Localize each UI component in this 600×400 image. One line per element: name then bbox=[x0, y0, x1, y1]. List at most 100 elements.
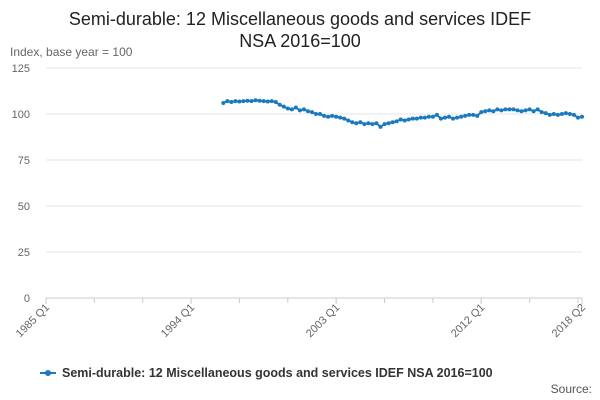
data-point[interactable] bbox=[253, 98, 258, 103]
data-point[interactable] bbox=[539, 110, 544, 115]
data-point[interactable] bbox=[527, 107, 532, 112]
data-point[interactable] bbox=[422, 115, 427, 120]
data-point[interactable] bbox=[547, 112, 552, 117]
data-point[interactable] bbox=[580, 114, 584, 119]
legend-label: Semi-durable: 12 Miscellaneous goods and… bbox=[62, 366, 493, 380]
y-axis-caption: Index, base year = 100 bbox=[10, 45, 133, 59]
data-point[interactable] bbox=[471, 112, 476, 117]
x-tick-label: 2012 Q1 bbox=[449, 302, 487, 340]
data-point[interactable] bbox=[571, 112, 576, 117]
data-point[interactable] bbox=[447, 114, 452, 119]
data-point[interactable] bbox=[434, 112, 439, 117]
data-point[interactable] bbox=[507, 107, 512, 112]
data-point[interactable] bbox=[370, 122, 375, 127]
data-point[interactable] bbox=[334, 114, 339, 119]
data-point[interactable] bbox=[233, 99, 238, 104]
data-point[interactable] bbox=[531, 109, 536, 114]
data-point[interactable] bbox=[459, 114, 464, 119]
data-point[interactable] bbox=[523, 108, 528, 113]
data-point[interactable] bbox=[386, 121, 391, 126]
data-point[interactable] bbox=[394, 119, 399, 124]
data-point[interactable] bbox=[483, 109, 488, 114]
data-point[interactable] bbox=[281, 104, 286, 109]
data-point[interactable] bbox=[257, 98, 262, 103]
data-point[interactable] bbox=[535, 107, 540, 112]
data-point[interactable] bbox=[559, 112, 564, 116]
data-point[interactable] bbox=[237, 99, 242, 104]
data-point[interactable] bbox=[297, 108, 302, 113]
data-point[interactable] bbox=[301, 107, 306, 112]
data-point[interactable] bbox=[318, 112, 323, 116]
data-point[interactable] bbox=[491, 109, 496, 114]
data-point[interactable] bbox=[418, 115, 423, 120]
data-point[interactable] bbox=[503, 107, 508, 112]
data-point[interactable] bbox=[229, 100, 234, 105]
data-point[interactable] bbox=[426, 114, 431, 119]
data-point[interactable] bbox=[289, 107, 294, 112]
data-point[interactable] bbox=[378, 124, 383, 129]
data-point[interactable] bbox=[322, 113, 327, 118]
data-point[interactable] bbox=[273, 100, 278, 105]
y-tick-label: 0 bbox=[24, 293, 30, 305]
chart-title: Semi-durable: 12 Miscellaneous goods and… bbox=[0, 8, 600, 52]
y-tick-label: 125 bbox=[12, 63, 30, 75]
data-point[interactable] bbox=[406, 117, 411, 122]
data-point[interactable] bbox=[451, 116, 456, 121]
data-point[interactable] bbox=[479, 110, 484, 115]
data-point[interactable] bbox=[241, 99, 246, 104]
data-point[interactable] bbox=[495, 107, 500, 112]
data-point[interactable] bbox=[330, 113, 335, 118]
data-point[interactable] bbox=[269, 99, 274, 104]
data-point[interactable] bbox=[543, 111, 548, 116]
data-point[interactable] bbox=[390, 120, 395, 125]
data-point[interactable] bbox=[410, 116, 415, 121]
data-point[interactable] bbox=[382, 122, 387, 127]
data-point[interactable] bbox=[261, 99, 266, 104]
data-point[interactable] bbox=[455, 115, 460, 120]
data-point[interactable] bbox=[414, 116, 419, 121]
data-point[interactable] bbox=[354, 121, 359, 126]
data-point[interactable] bbox=[467, 112, 472, 117]
x-axis: 1985 Q1 1994 Q1 2003 Q1 2012 Q1 2018 Q2 bbox=[14, 298, 588, 340]
data-point[interactable] bbox=[314, 112, 319, 116]
data-point[interactable] bbox=[245, 98, 250, 103]
data-point[interactable] bbox=[567, 112, 572, 116]
legend[interactable]: Semi-durable: 12 Miscellaneous goods and… bbox=[40, 366, 493, 380]
chart-title-line-1: Semi-durable: 12 Miscellaneous goods and… bbox=[68, 9, 532, 29]
data-point[interactable] bbox=[249, 99, 254, 104]
data-point[interactable] bbox=[285, 106, 290, 111]
data-point[interactable] bbox=[293, 105, 298, 110]
y-tick-label: 75 bbox=[18, 155, 30, 167]
data-point[interactable] bbox=[515, 108, 520, 113]
data-point[interactable] bbox=[430, 114, 435, 119]
data-point[interactable] bbox=[398, 117, 403, 122]
data-point[interactable] bbox=[342, 116, 347, 121]
data-point[interactable] bbox=[265, 99, 270, 104]
data-point[interactable] bbox=[402, 118, 407, 123]
data-point[interactable] bbox=[277, 102, 282, 107]
data-point[interactable] bbox=[366, 121, 371, 126]
data-point[interactable] bbox=[225, 99, 230, 104]
data-point[interactable] bbox=[499, 108, 504, 113]
data-point[interactable] bbox=[463, 113, 468, 118]
data-point[interactable] bbox=[551, 112, 556, 116]
data-point[interactable] bbox=[338, 115, 343, 120]
data-point[interactable] bbox=[305, 109, 310, 114]
data-point[interactable] bbox=[221, 100, 226, 105]
data-point[interactable] bbox=[563, 111, 568, 116]
data-point[interactable] bbox=[350, 120, 355, 125]
data-point[interactable] bbox=[475, 113, 480, 118]
data-point[interactable] bbox=[374, 121, 379, 126]
data-point[interactable] bbox=[309, 110, 314, 115]
data-point[interactable] bbox=[487, 108, 492, 113]
data-point[interactable] bbox=[519, 109, 524, 114]
data-point[interactable] bbox=[346, 118, 351, 123]
data-point[interactable] bbox=[575, 115, 580, 120]
data-point[interactable] bbox=[442, 115, 447, 120]
data-point[interactable] bbox=[358, 120, 363, 125]
data-point[interactable] bbox=[326, 114, 331, 119]
data-point[interactable] bbox=[511, 107, 516, 112]
data-point[interactable] bbox=[438, 116, 443, 121]
data-point[interactable] bbox=[555, 112, 560, 117]
data-point[interactable] bbox=[362, 122, 367, 127]
